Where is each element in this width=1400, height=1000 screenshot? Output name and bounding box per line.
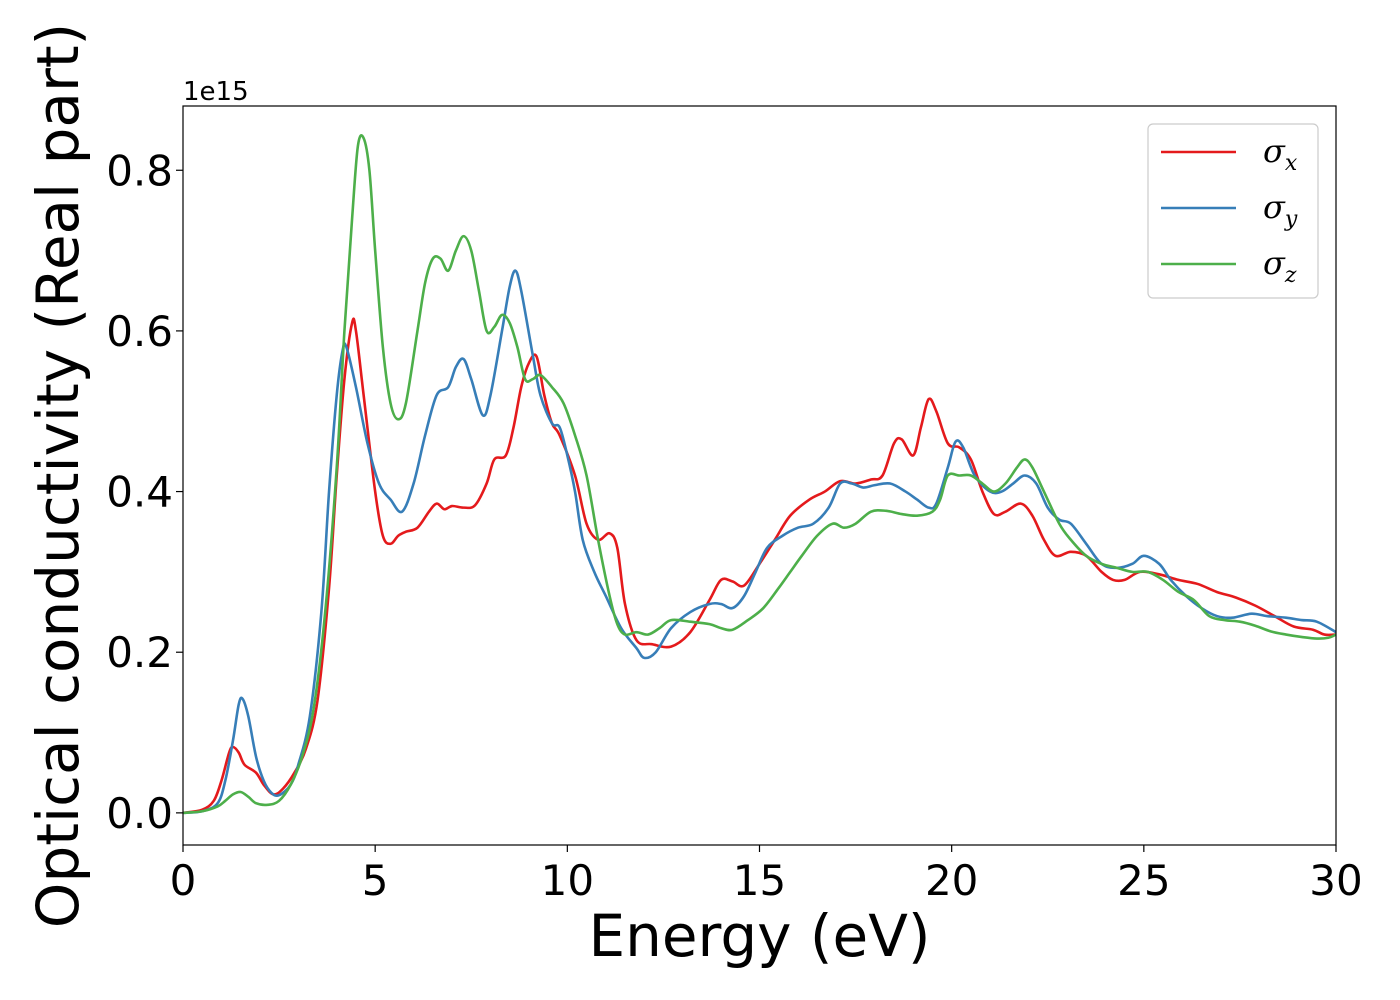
- y-tick-label: 0.2: [106, 628, 173, 677]
- legend-subscript: x: [1285, 151, 1298, 176]
- x-tick-label: 25: [1117, 856, 1170, 905]
- x-axis: 0 5 10 15 20 25 30: [170, 845, 1363, 905]
- legend-symbol: σ: [1263, 244, 1286, 282]
- x-tick-label: 15: [733, 856, 786, 905]
- legend-subscript: z: [1284, 263, 1297, 288]
- x-tick-label: 20: [925, 856, 978, 905]
- y-tick-label: 0.8: [106, 146, 173, 195]
- legend-subscript: y: [1284, 207, 1298, 232]
- legend-box: [1147, 123, 1319, 299]
- series-line-y: [183, 269, 1336, 815]
- y-axis: 0.0 0.2 0.4 0.6 0.8: [106, 146, 183, 838]
- legend-label-z: σz: [1263, 244, 1297, 288]
- series-layer: [183, 134, 1336, 815]
- x-tick-label: 0: [170, 856, 197, 905]
- y-tick-label: 0.6: [106, 307, 173, 356]
- x-tick-label: 5: [362, 856, 389, 905]
- x-tick-label: 30: [1309, 856, 1362, 905]
- legend-label-y: σy: [1263, 188, 1298, 232]
- x-axis-title: Energy (eV): [588, 902, 930, 970]
- y-offset-label: 1e15: [183, 77, 249, 107]
- legend-symbol: σ: [1263, 132, 1286, 170]
- x-tick-label: 10: [541, 856, 594, 905]
- y-tick-label: 0.4: [106, 468, 173, 517]
- series-line-z: [183, 134, 1336, 815]
- legend-symbol: σ: [1263, 188, 1286, 226]
- y-tick-label: 0.0: [106, 789, 173, 838]
- y-axis-title: Optical conductivity (Real part): [24, 23, 92, 928]
- legend-label-x: σx: [1263, 132, 1298, 176]
